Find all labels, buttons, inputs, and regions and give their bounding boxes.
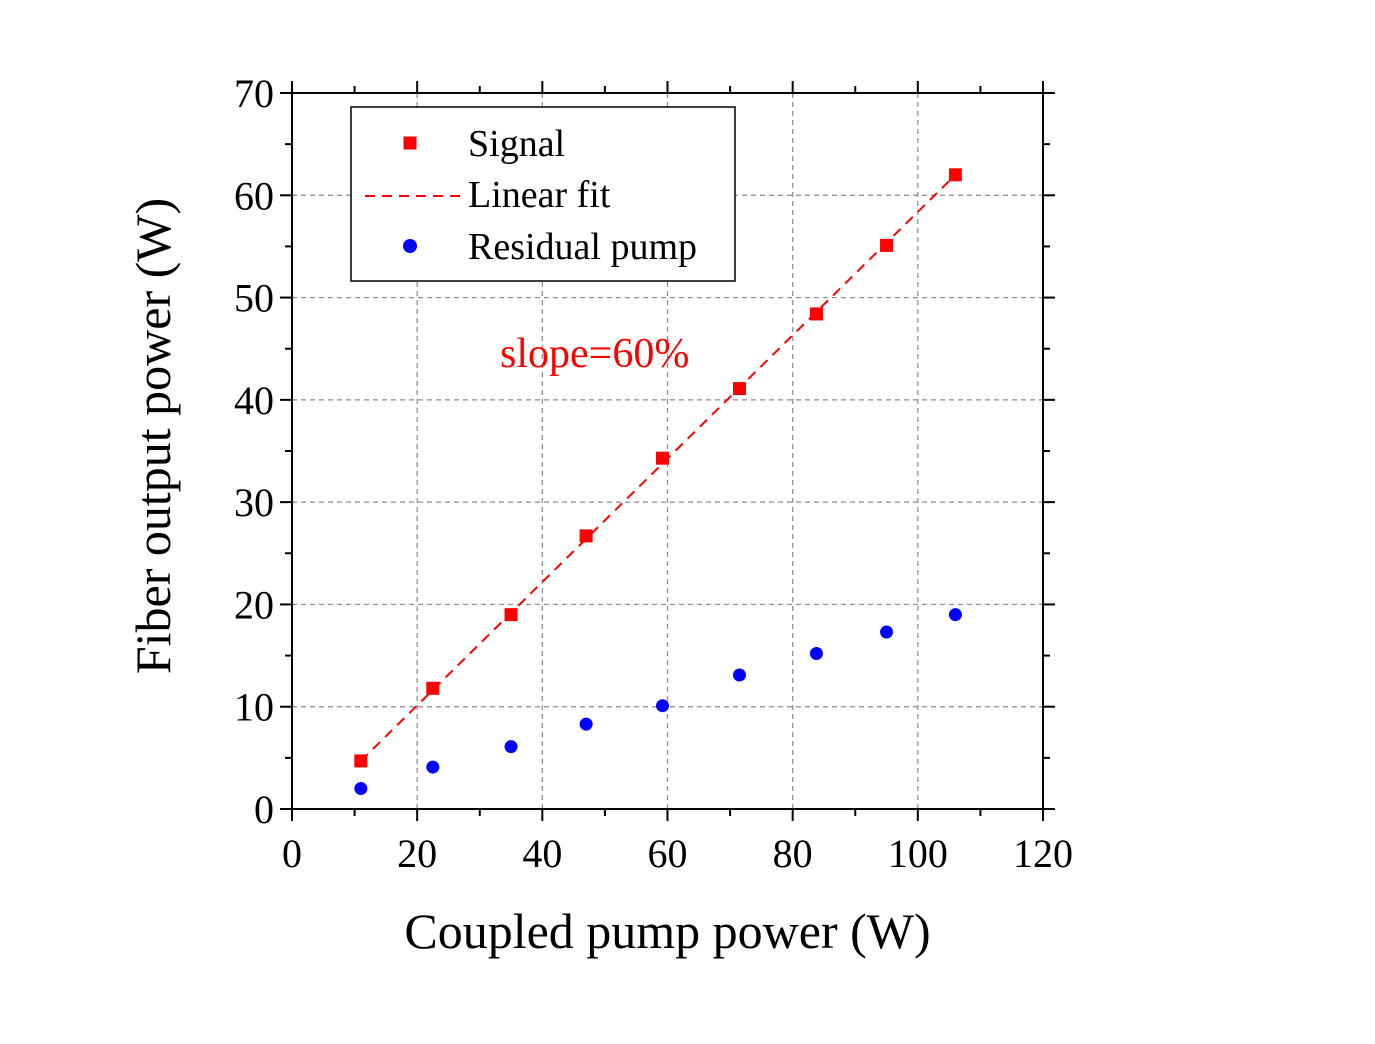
residual-pump-point <box>426 760 440 774</box>
legend-residual-label: Residual pump <box>468 226 697 268</box>
residual-pump-point <box>809 647 823 661</box>
y-axis-title: Fiber output power (W) <box>125 198 181 674</box>
residual-pump-point <box>732 668 746 682</box>
marker-layer <box>354 168 962 796</box>
slope-annotation: slope=60% <box>500 331 689 377</box>
y-tick-label: 70 <box>234 71 274 116</box>
signal-point <box>579 529 593 543</box>
x-axis-title: Coupled pump power (W) <box>404 903 930 959</box>
signal-point <box>655 451 669 465</box>
y-tick-labels: 0 10 20 30 40 50 60 70 <box>234 71 274 832</box>
x-tick-label: 80 <box>773 831 813 876</box>
residual-pump-point <box>579 717 593 731</box>
signal-point <box>354 754 368 768</box>
signal-point <box>948 168 962 182</box>
signal-point <box>732 382 746 396</box>
signal-point <box>880 238 894 252</box>
y-tick-label: 0 <box>254 787 274 832</box>
y-tick-label: 10 <box>234 685 274 730</box>
legend-residual-marker <box>403 239 417 253</box>
residual-pump-point <box>504 740 518 754</box>
residual-pump-point <box>354 782 368 796</box>
legend-box <box>350 106 736 282</box>
legend-signal-label: Signal <box>468 123 565 165</box>
y-tick-label: 40 <box>234 378 274 423</box>
grid <box>292 93 1043 809</box>
y-tick-label: 20 <box>234 582 274 627</box>
y-tick-label: 30 <box>234 480 274 525</box>
x-tick-labels: 0 20 40 60 80 100 120 <box>282 831 1073 876</box>
x-tick-label: 120 <box>1013 831 1073 876</box>
signal-point <box>809 307 823 321</box>
x-tick-label: 20 <box>397 831 437 876</box>
x-tick-label: 40 <box>522 831 562 876</box>
axis-ticks <box>280 81 1055 821</box>
y-tick-label: 60 <box>234 173 274 218</box>
y-tick-label: 50 <box>234 276 274 321</box>
linear-fit-line <box>360 174 957 762</box>
x-tick-label: 0 <box>282 831 302 876</box>
legend-fit-label: Linear fit <box>468 174 611 216</box>
residual-pump-point <box>948 608 962 622</box>
legend-signal-marker <box>403 136 417 150</box>
legend: Signal Linear fit Residual pump <box>350 106 736 282</box>
x-tick-label: 60 <box>648 831 688 876</box>
residual-pump-point <box>655 699 669 713</box>
fit-line-layer <box>360 174 957 762</box>
signal-point <box>426 681 440 695</box>
x-tick-label: 100 <box>888 831 948 876</box>
signal-point <box>504 608 518 622</box>
residual-pump-point <box>880 625 894 639</box>
